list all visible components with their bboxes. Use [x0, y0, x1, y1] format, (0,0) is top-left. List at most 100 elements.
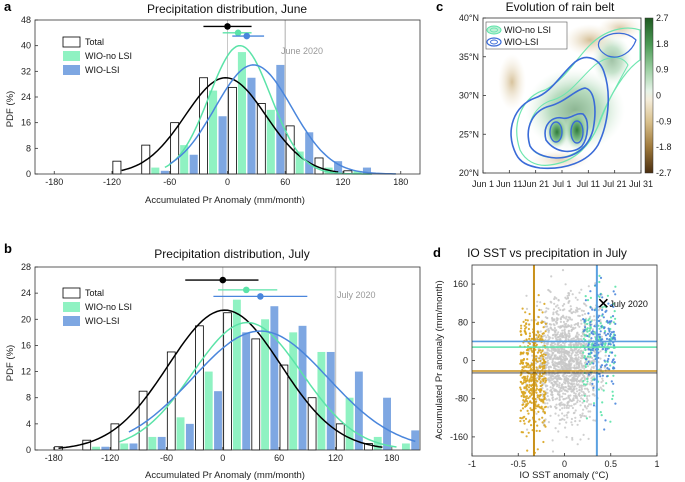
scatter-point-total: [554, 389, 557, 392]
scatter-point-total: [547, 378, 551, 382]
scatter-point-total: [546, 402, 549, 405]
scatter-point-total: [562, 320, 566, 324]
scatter-point-wio-no-lsi: [598, 327, 601, 330]
bar-total: [227, 86, 237, 175]
scatter-point-cold: [525, 351, 528, 355]
scatter-point-total: [565, 386, 568, 389]
scatter-point-total: [572, 310, 575, 313]
scatter-point-total: [570, 404, 573, 407]
july-2020-marker: July 2020: [598, 298, 648, 309]
scatter-point-total: [562, 357, 566, 360]
x-tick-label: -60: [160, 453, 173, 463]
scatter-point-total: [576, 351, 579, 354]
scatter-point-cold: [522, 351, 525, 354]
bar-wio-lsi: [270, 306, 279, 450]
scatter-point-wio-lsi: [598, 314, 601, 317]
scatter-point-total: [604, 354, 607, 357]
scatter-point-total: [578, 325, 581, 328]
scatter-point-total: [572, 388, 575, 391]
scatter-point-total: [579, 416, 583, 419]
scatter-point-total: [553, 357, 556, 360]
bar-wio-lsi: [129, 443, 138, 450]
x-tick-label: Jul 21: [603, 179, 627, 189]
scatter-point-total: [577, 356, 580, 359]
x-tick-label: 0: [562, 459, 567, 469]
panel-c-title: Evolution of rain belt: [506, 0, 615, 14]
scatter-point-wio-lsi: [587, 360, 590, 363]
scatter-point-wio-lsi: [605, 337, 609, 340]
scatter-point-total: [592, 375, 595, 378]
scatter-point-total: [563, 329, 566, 332]
scatter-point-total: [570, 417, 574, 421]
scatter-point-wio-lsi: [614, 402, 617, 405]
scatter-point-total: [545, 325, 548, 328]
scatter-point-wio-lsi: [603, 359, 606, 362]
scatter-point-cold: [528, 335, 532, 338]
legend-swatch-total: [62, 36, 81, 48]
fit-curve-wio-lsi: [169, 64, 396, 175]
scatter-point-wio-lsi: [604, 349, 607, 352]
scatter-point-wio-lsi: [593, 309, 596, 312]
scatter-point-wio-lsi: [598, 319, 601, 323]
bar-wio-lsi: [185, 423, 194, 450]
scatter-point-total: [564, 375, 567, 378]
scatter-point-total: [586, 388, 590, 391]
lsi-contour: [597, 32, 637, 58]
scatter-point-total: [558, 408, 562, 411]
lsi-contour: [527, 87, 596, 159]
scatter-point-cold: [525, 338, 528, 341]
panel-a-legend: Total WIO-no LSI WIO-LSI: [62, 36, 132, 75]
scatter-point-wio-lsi: [598, 335, 602, 339]
scatter-point-total: [577, 314, 580, 317]
scatter-point-total: [565, 436, 568, 439]
scatter-point-total: [575, 342, 578, 345]
bar-wio-lsi: [362, 167, 372, 174]
scatter-point-total: [555, 329, 558, 332]
scatter-point-wio-lsi: [606, 367, 609, 370]
scatter-point-total: [576, 310, 579, 313]
scatter-point-total: [581, 365, 584, 368]
scatter-point-total: [551, 439, 554, 442]
scatter-point-wio-lsi: [611, 351, 614, 354]
bar-wio-no-lsi: [232, 299, 241, 450]
scatter-point-wio-lsi: [591, 382, 594, 385]
scatter-point-cold: [522, 396, 526, 399]
scatter-point-cold: [544, 353, 547, 357]
scatter-point-cold: [524, 311, 527, 314]
scatter-point-total: [574, 394, 577, 397]
scatter-point-total: [574, 392, 577, 395]
scatter-point-total: [546, 359, 550, 362]
scatter-point-total: [544, 384, 547, 387]
scatter-point-total: [554, 367, 557, 370]
scatter-point-wio-lsi: [592, 333, 595, 336]
bar-wio-lsi: [411, 430, 420, 450]
scatter-point-cold: [530, 349, 533, 352]
scatter-point-wio-lsi: [592, 404, 596, 407]
scatter-point-cold: [536, 330, 539, 333]
scatter-point-total: [582, 433, 585, 436]
scatter-point-total: [560, 389, 563, 392]
scatter-point-cold: [519, 386, 522, 389]
scatter-point-total: [578, 394, 581, 398]
scatter-point-wio-lsi: [612, 382, 615, 385]
scatter-point-wio-lsi: [601, 313, 604, 316]
scatter-point-cold: [526, 375, 529, 378]
y-tick-label: 20: [21, 314, 31, 324]
scatter-point-cold: [538, 429, 541, 433]
scatter-point-total: [560, 343, 563, 346]
scatter-point-total: [586, 405, 590, 408]
lsi-contour: [544, 112, 589, 153]
scatter-point-total: [535, 412, 538, 415]
scatter-point-total: [553, 296, 556, 299]
scatter-point-total: [561, 407, 564, 410]
scatter-point-wio-no-lsi: [592, 402, 596, 405]
scatter-point-cold: [520, 327, 523, 330]
scatter-point-wio-no-lsi: [589, 355, 592, 358]
scatter-point-cold: [523, 422, 526, 425]
scatter-point-total: [526, 428, 529, 431]
scatter-point-total: [547, 421, 551, 424]
scatter-point-cold: [536, 380, 539, 383]
scatter-point-total: [587, 410, 590, 413]
bar-wio-lsi: [189, 154, 198, 174]
